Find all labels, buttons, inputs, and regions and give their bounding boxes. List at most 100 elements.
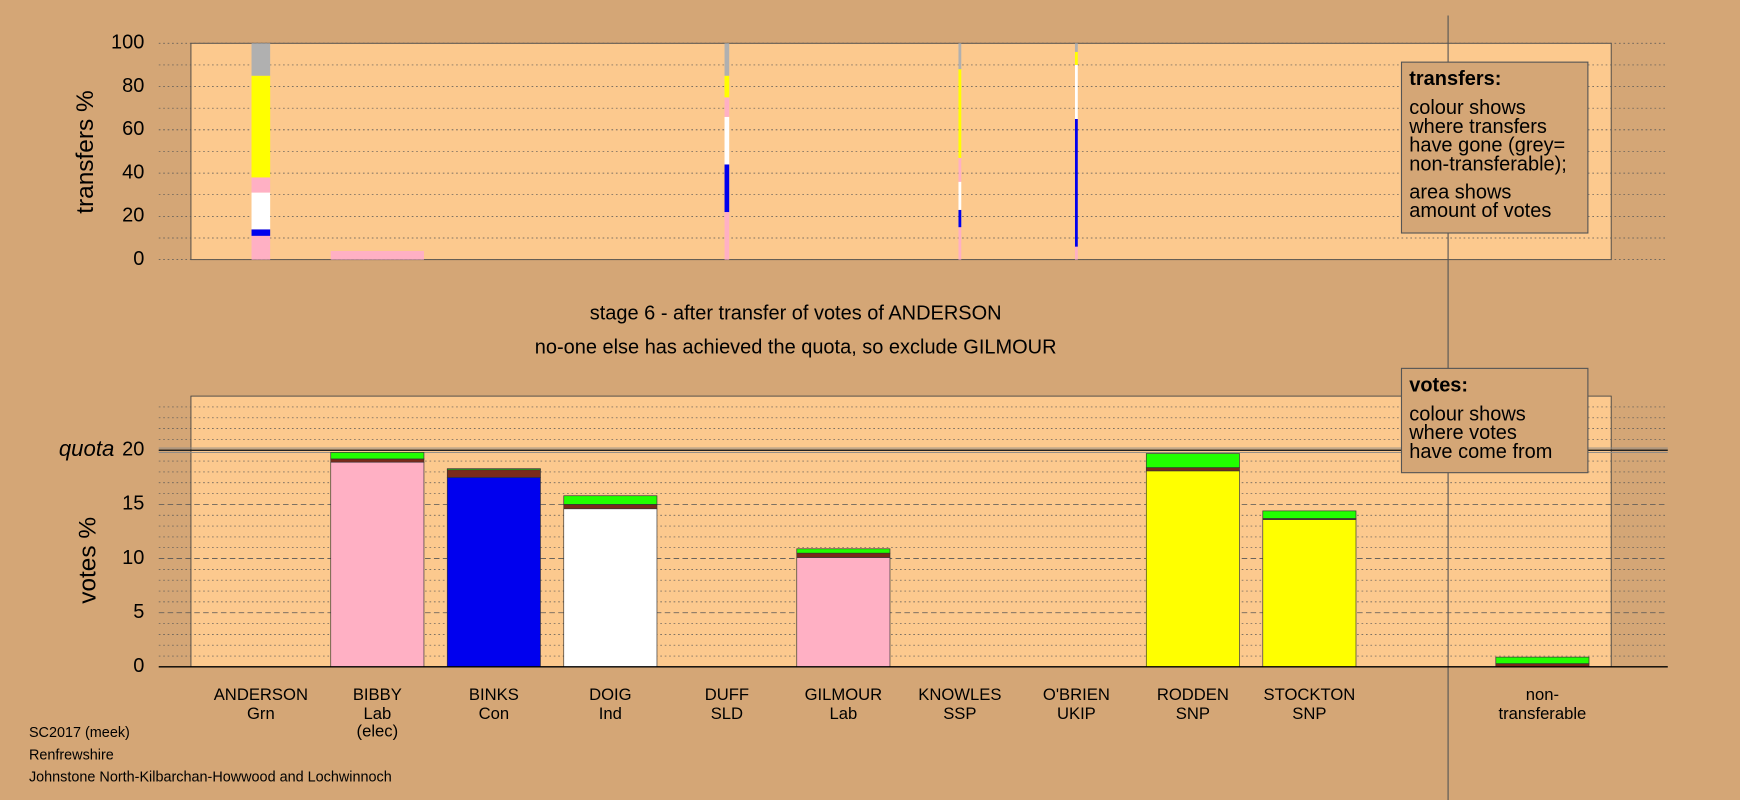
bar-segment bbox=[958, 227, 962, 260]
bar-segment bbox=[1145, 470, 1240, 668]
bar-segment bbox=[1262, 510, 1357, 519]
y-tick-label: 20 bbox=[122, 205, 144, 227]
bar-segment bbox=[446, 469, 541, 478]
bar-segment bbox=[251, 235, 271, 260]
votes-plot bbox=[190, 395, 1612, 668]
x-tick-label: ANDERSON bbox=[214, 685, 308, 704]
y-tick-label: 0 bbox=[133, 655, 144, 677]
stage-note: no-one else has achieved the quota, so e… bbox=[535, 337, 1057, 359]
x-tick-note: SNP bbox=[1176, 704, 1210, 723]
bar-segment bbox=[1145, 453, 1240, 468]
bar-segment bbox=[724, 75, 730, 98]
bar-segment bbox=[330, 250, 424, 260]
x-tick-label: DUFF bbox=[705, 685, 749, 704]
legend-text: where transfers bbox=[1408, 116, 1547, 138]
bar-segment bbox=[563, 504, 658, 510]
x-tick-label: KNOWLES bbox=[918, 685, 1001, 704]
bar-segment bbox=[251, 177, 271, 193]
legend-text: where votes bbox=[1408, 422, 1517, 444]
bar-segment bbox=[1145, 467, 1240, 472]
bar-segment bbox=[1074, 119, 1078, 247]
legend-box bbox=[1400, 367, 1589, 474]
bar-segment bbox=[563, 508, 658, 668]
legend-box bbox=[1400, 61, 1589, 234]
legend-text: amount of votes bbox=[1409, 200, 1551, 222]
bar-segment bbox=[724, 97, 730, 117]
legend-title: transfers: bbox=[1409, 68, 1501, 90]
x-tick-label: non- bbox=[1526, 685, 1559, 704]
legend-text: area shows bbox=[1409, 181, 1511, 203]
bar-segment bbox=[796, 557, 891, 668]
y-axis-label: transfers % bbox=[72, 90, 99, 213]
bar-segment bbox=[958, 69, 962, 158]
x-tick-label: STOCKTON bbox=[1264, 685, 1356, 704]
bar-segment bbox=[446, 468, 541, 471]
x-tick-note: Lab bbox=[829, 704, 857, 723]
legend-text: colour shows bbox=[1409, 97, 1526, 119]
x-tick-note: Lab bbox=[363, 704, 391, 723]
y-tick-label: 0 bbox=[133, 248, 144, 270]
quota-label: quota bbox=[59, 436, 115, 461]
bar-segment bbox=[251, 229, 271, 236]
x-tick-label: BINKS bbox=[469, 685, 519, 704]
stage-note: stage 6 - after transfer of votes of AND… bbox=[590, 302, 1002, 324]
bar-segment bbox=[796, 552, 891, 558]
bar-segment bbox=[251, 75, 271, 178]
legend-text: colour shows bbox=[1409, 403, 1526, 425]
footer: Johnstone North-Kilbarchan-Howwood and L… bbox=[29, 770, 392, 786]
y-tick-label: 15 bbox=[122, 493, 144, 515]
bar-segment bbox=[251, 192, 271, 230]
x-tick-note: (elec) bbox=[357, 722, 399, 741]
bar-segment bbox=[724, 164, 730, 213]
bar-segment bbox=[330, 452, 425, 460]
x-tick-note: Ind bbox=[599, 704, 622, 723]
y-tick-label: 80 bbox=[122, 75, 144, 97]
x-tick-label: RODDEN bbox=[1157, 685, 1229, 704]
x-tick-note: Con bbox=[479, 704, 510, 723]
y-tick-label: 100 bbox=[111, 32, 144, 54]
y-tick-label: 10 bbox=[122, 547, 144, 569]
legend-title: votes: bbox=[1409, 374, 1468, 396]
bar-segment bbox=[563, 495, 658, 505]
x-tick-label: BIBBY bbox=[353, 685, 402, 704]
bar-segment bbox=[251, 43, 271, 76]
y-tick-label: 60 bbox=[122, 118, 144, 140]
y-tick-label: 5 bbox=[133, 601, 144, 623]
bar-segment bbox=[1074, 246, 1078, 260]
bar-segment bbox=[724, 116, 730, 165]
y-tick-label: 40 bbox=[122, 161, 144, 183]
x-tick-note: SNP bbox=[1292, 704, 1326, 723]
bar-segment bbox=[1074, 43, 1078, 52]
legend-text: have gone (grey= bbox=[1409, 135, 1565, 157]
bar-segment bbox=[958, 181, 962, 210]
footer: Renfrewshire bbox=[29, 747, 114, 763]
bar-segment bbox=[958, 43, 962, 70]
x-tick-note: transferable bbox=[1499, 704, 1587, 723]
bar-segment bbox=[1495, 656, 1590, 664]
bar-segment bbox=[724, 43, 730, 76]
transfers-legend: transfers: colour shows where transfers … bbox=[1400, 61, 1589, 234]
x-tick-label: DOIG bbox=[589, 685, 632, 704]
x-tick-note: Grn bbox=[247, 704, 275, 723]
bar-segment bbox=[1262, 519, 1357, 668]
votes-legend: votes: colour shows where votes have com… bbox=[1400, 367, 1589, 474]
y-axis-label: votes % bbox=[74, 517, 101, 604]
footer: SC2017 (meek) bbox=[29, 725, 130, 741]
bar-segment bbox=[958, 209, 962, 228]
x-tick-label: O'BRIEN bbox=[1043, 685, 1110, 704]
x-tick-note: SSP bbox=[943, 704, 976, 723]
bar-segment bbox=[1074, 51, 1078, 65]
x-tick-note: UKIP bbox=[1057, 704, 1096, 723]
bar-segment bbox=[330, 461, 425, 668]
bar-segment bbox=[330, 458, 425, 463]
x-tick-label: GILMOUR bbox=[805, 685, 883, 704]
bar-segment bbox=[446, 477, 541, 668]
bar-segment bbox=[796, 548, 891, 554]
bar-segment bbox=[1074, 64, 1078, 120]
x-tick-note: SLD bbox=[711, 704, 743, 723]
legend-text: non-transferable); bbox=[1409, 154, 1567, 176]
bar-segment bbox=[958, 157, 962, 182]
bar-segment bbox=[724, 212, 730, 260]
